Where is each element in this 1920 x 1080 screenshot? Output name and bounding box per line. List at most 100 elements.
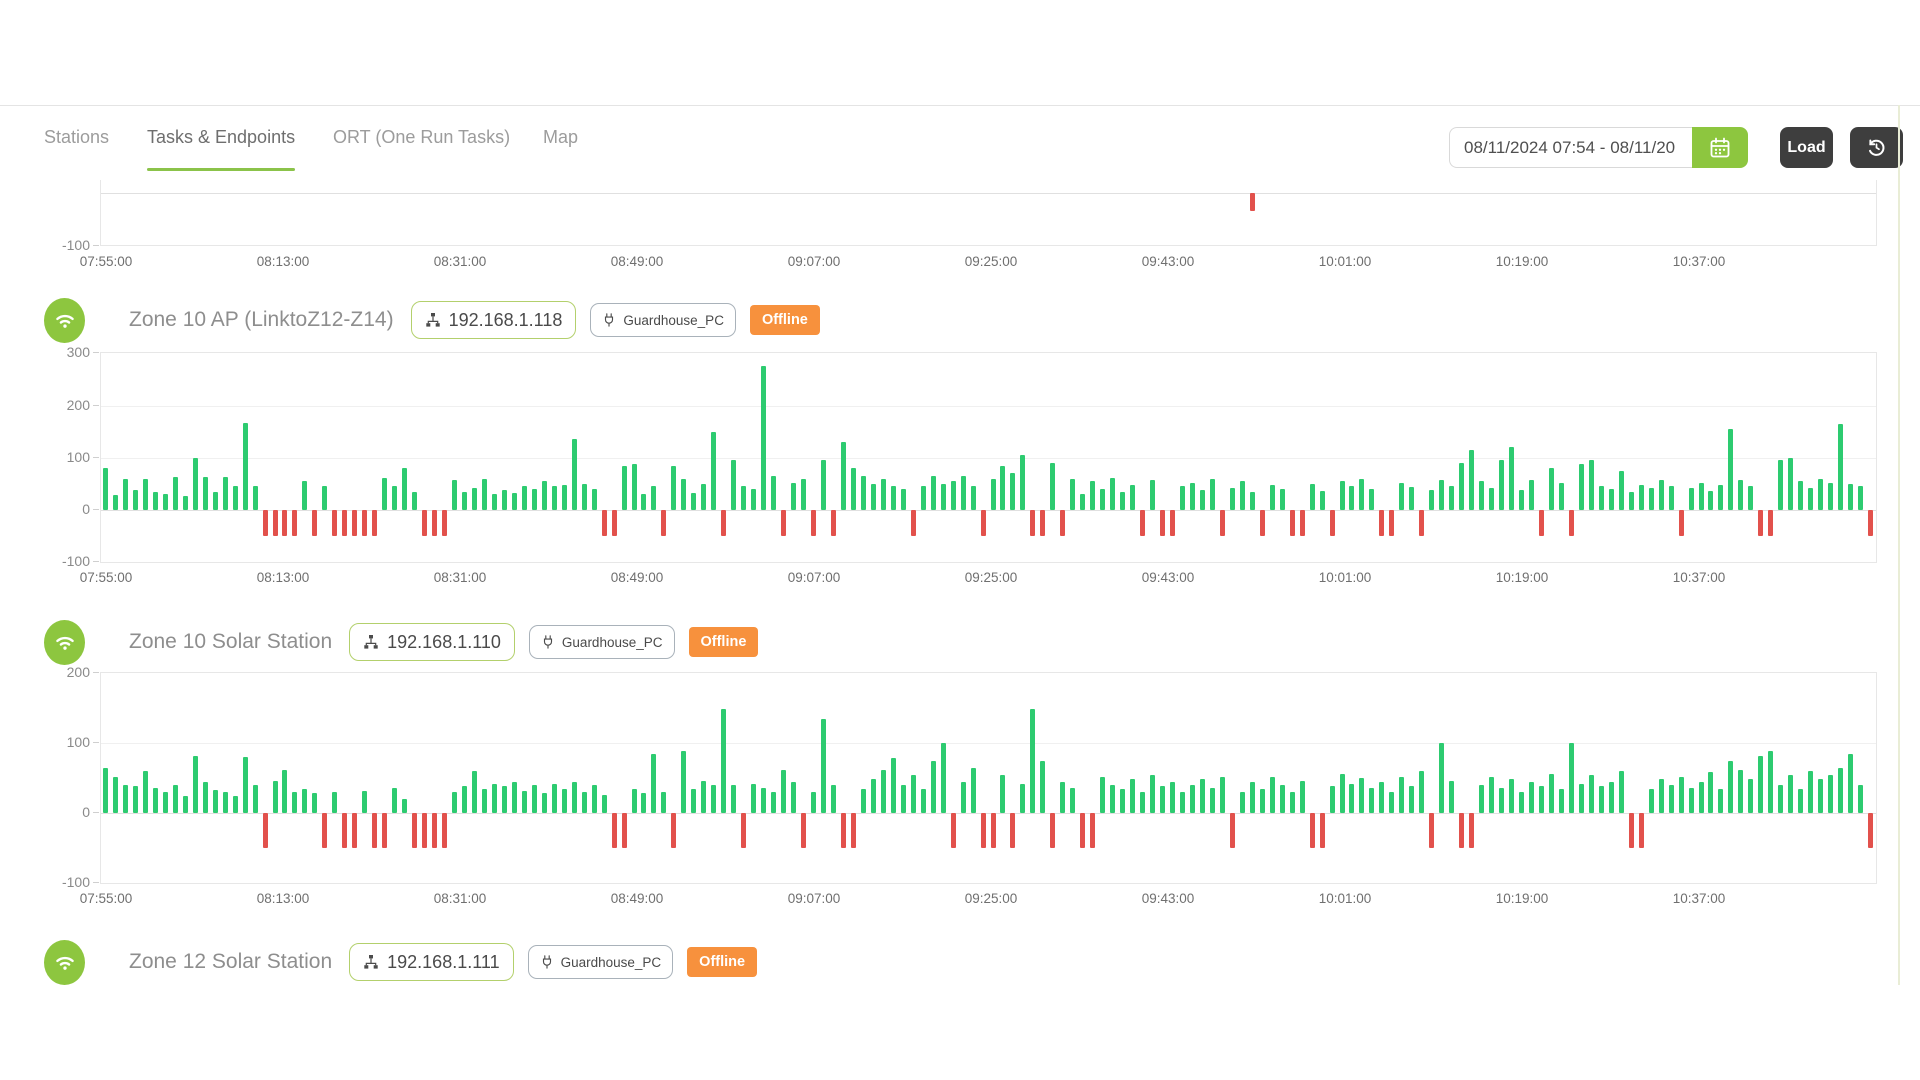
ping-bar: [741, 485, 746, 510]
ping-bar: [1599, 486, 1604, 510]
failed-ping-bar: [1050, 813, 1055, 848]
failed-ping-bar: [981, 510, 986, 537]
ping-bar: [1669, 785, 1674, 813]
ping-bar: [821, 718, 826, 813]
ping-bar: [1359, 478, 1364, 510]
ping-bar: [1340, 773, 1345, 813]
ping-bar: [1838, 767, 1843, 813]
failed-ping-bar: [263, 813, 268, 848]
ping-bar: [991, 478, 996, 510]
ping-bar: [701, 483, 706, 510]
failed-ping-bar: [352, 813, 357, 848]
ping-bar: [1529, 782, 1534, 813]
y-axis-tick: [93, 404, 99, 406]
ping-bar: [1150, 479, 1155, 510]
ping-bar: [113, 495, 118, 510]
ping-bar: [1090, 481, 1095, 510]
ping-bar: [1260, 788, 1265, 813]
ping-bar: [282, 769, 287, 813]
ping-bar: [1140, 792, 1145, 813]
ping-bar: [1369, 489, 1374, 510]
ping-bar: [582, 483, 587, 510]
zero-gridline: [101, 193, 1876, 194]
failed-ping-bar: [342, 813, 347, 848]
x-axis-time-label: 10:19:00: [1495, 254, 1549, 269]
ping-bar: [213, 789, 218, 813]
ping-bar: [1818, 478, 1823, 510]
ping-bar: [602, 794, 607, 813]
ping-bar: [312, 793, 317, 813]
ping-bar: [183, 795, 188, 813]
nav-top-border: [0, 105, 1920, 106]
ping-bar: [163, 792, 168, 813]
x-axis-time-label: 09:43:00: [1141, 254, 1195, 269]
failed-ping-bar: [1320, 813, 1325, 848]
tab-tasks-endpoints[interactable]: Tasks & Endpoints: [147, 105, 296, 171]
station-ip-badge: 192.168.1.110: [349, 623, 515, 661]
failed-ping-bar: [292, 510, 297, 537]
ping-bar: [1718, 484, 1723, 510]
failed-ping-bar: [991, 813, 996, 848]
ping-bar: [1639, 484, 1644, 510]
ping-bar: [731, 460, 736, 510]
tab-map[interactable]: Map: [543, 127, 579, 147]
x-axis-time-label: 09:25:00: [964, 570, 1018, 585]
ping-bar: [292, 792, 297, 813]
ping-chart-zone10-ap: [100, 352, 1877, 563]
station-endpoint: Guardhouse_PC: [623, 312, 724, 328]
zero-gridline: [101, 510, 1876, 511]
y-axis-label: -100: [61, 553, 90, 570]
gridline: [101, 743, 1876, 744]
ping-bar: [143, 478, 148, 510]
ping-bar: [632, 464, 637, 510]
ping-bar: [1589, 774, 1594, 813]
ping-bar: [213, 492, 218, 510]
ping-bar: [1120, 788, 1125, 813]
ping-bar: [1848, 483, 1853, 510]
ping-bar: [163, 494, 168, 510]
ping-bar: [781, 769, 786, 813]
ping-bar: [1100, 776, 1105, 813]
ping-bar: [1060, 781, 1065, 813]
failed-ping-bar: [372, 813, 377, 848]
ping-bar: [133, 786, 138, 813]
ping-bar: [921, 485, 926, 510]
ping-bar: [1838, 423, 1843, 510]
failed-ping-bar: [282, 510, 287, 537]
ping-bar: [1180, 792, 1185, 813]
ping-bar: [1240, 792, 1245, 813]
x-axis-time-label: 09:07:00: [787, 254, 841, 269]
calendar-button[interactable]: [1692, 127, 1748, 168]
ping-bar: [1748, 779, 1753, 813]
ping-bar: [1349, 486, 1354, 510]
ping-bar: [1539, 786, 1544, 813]
ping-bar: [452, 479, 457, 510]
x-axis-time-label: 08:49:00: [610, 570, 664, 585]
tab-stations[interactable]: Stations: [44, 127, 110, 147]
station-row: Zone 12 Solar Station 192.168.1.111 Guar…: [44, 939, 758, 985]
failed-ping-bar: [1300, 510, 1305, 537]
failed-ping-bar: [602, 510, 607, 537]
x-axis-time-label: 10:19:00: [1495, 891, 1549, 906]
date-range-input[interactable]: 08/11/2024 07:54 - 08/11/20: [1449, 127, 1692, 168]
failed-ping-bar: [342, 510, 347, 537]
ping-bar: [1330, 786, 1335, 813]
y-axis-tick: [93, 742, 99, 743]
ping-bar: [572, 781, 577, 813]
tab-ort-one-run-tasks[interactable]: ORT (One Run Tasks): [333, 127, 511, 147]
failed-ping-bar: [1080, 813, 1085, 848]
load-button[interactable]: Load: [1780, 127, 1833, 168]
refresh-history-button[interactable]: [1850, 127, 1903, 168]
x-axis-time-label: 10:37:00: [1672, 254, 1726, 269]
y-axis-label: 100: [66, 734, 90, 750]
ping-bar: [1489, 776, 1494, 813]
y-axis-label: 0: [82, 501, 90, 517]
ping-bar: [1788, 774, 1793, 813]
ping-bar: [1449, 780, 1454, 813]
failed-ping-bar: [1768, 510, 1773, 537]
ping-bar: [1020, 455, 1025, 510]
ping-bar: [103, 767, 108, 813]
ping-bar: [1559, 788, 1564, 813]
ping-bar: [153, 787, 158, 813]
ping-bar: [1758, 755, 1763, 813]
